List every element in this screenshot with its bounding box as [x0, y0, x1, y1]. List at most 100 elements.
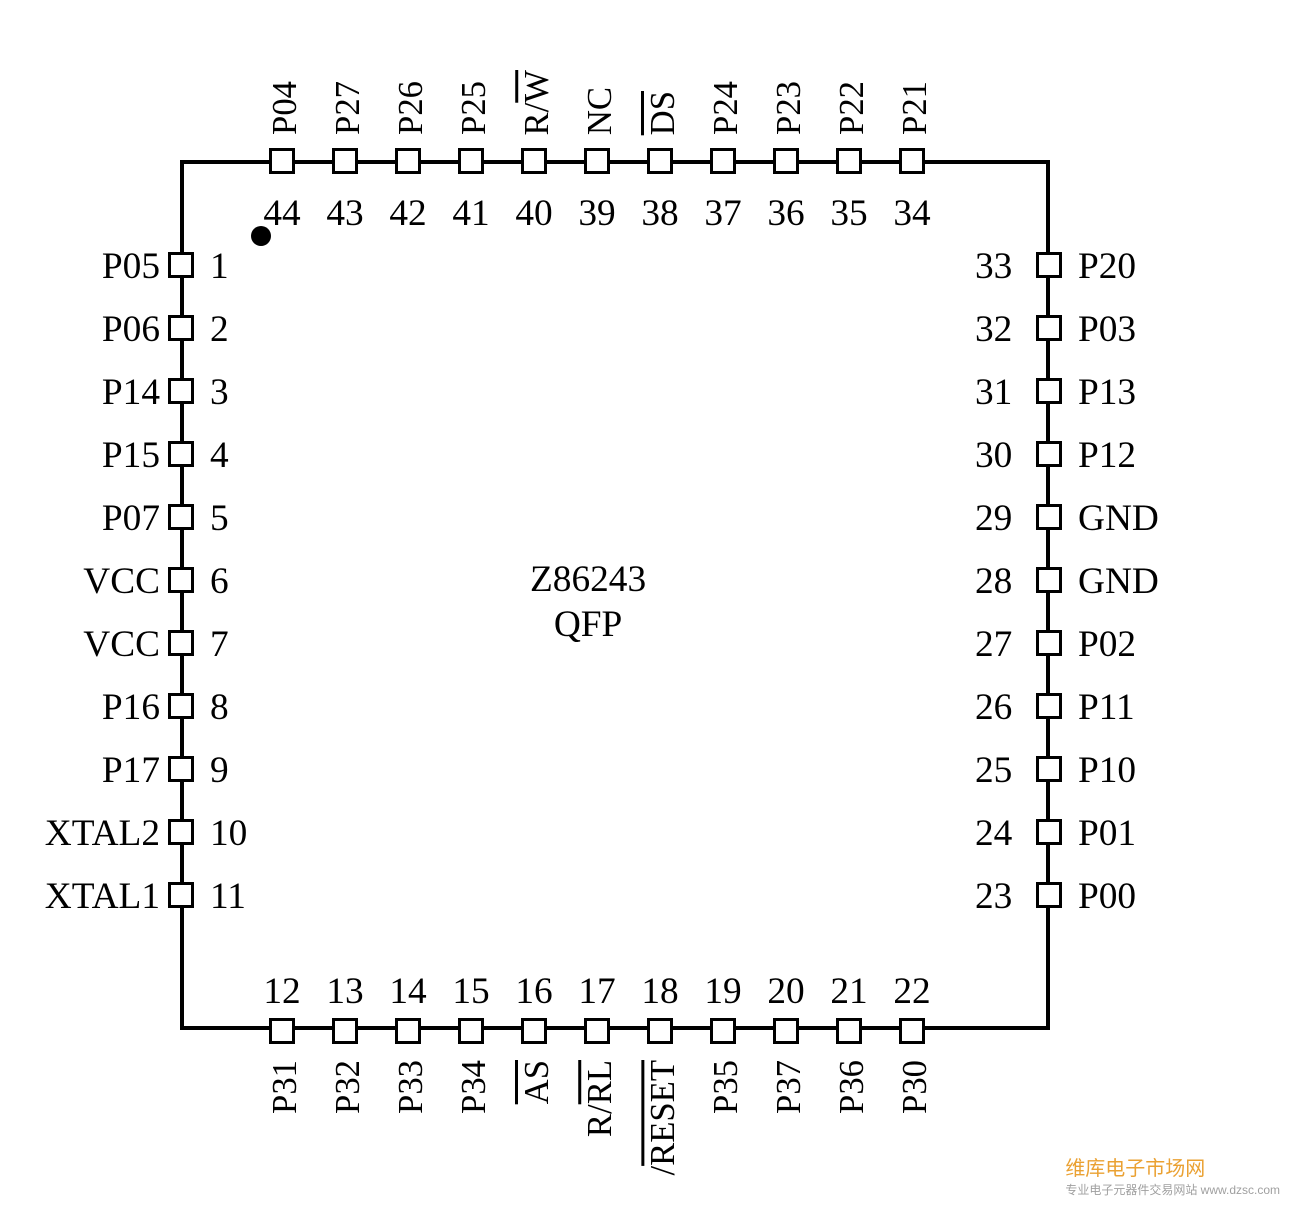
pin-label: GND: [1078, 560, 1159, 603]
pin-label: P05: [102, 245, 160, 288]
pin-number: 32: [975, 308, 1012, 351]
pin-label: P13: [1078, 371, 1136, 414]
pin-pad-29: [1036, 504, 1062, 530]
pin-pad-23: [1036, 882, 1062, 908]
pin-pad-31: [1036, 378, 1062, 404]
pin-label: P27: [329, 81, 368, 135]
pin-pad-25: [1036, 756, 1062, 782]
pin-pad-32: [1036, 315, 1062, 341]
pin-label: P00: [1078, 875, 1136, 918]
pin-pad-7: [168, 630, 194, 656]
pin-label: GND: [1078, 497, 1159, 540]
pin-pad-38: [647, 148, 673, 174]
pin-pad-10: [168, 819, 194, 845]
pin-label: VCC: [83, 623, 160, 666]
pin-number: 7: [210, 623, 229, 666]
pin-label: P21: [896, 81, 935, 135]
pin-label: P14: [102, 371, 160, 414]
pin-number: 1: [210, 245, 229, 288]
pin-number: 38: [638, 192, 682, 235]
pin-pad-22: [899, 1018, 925, 1044]
pin-number: 10: [210, 812, 247, 855]
pin-label: P12: [1078, 434, 1136, 477]
pin-pad-39: [584, 148, 610, 174]
pin-pad-42: [395, 148, 421, 174]
pin-pad-15: [458, 1018, 484, 1044]
pin-label: P34: [455, 1060, 494, 1114]
pin-number: 8: [210, 686, 229, 729]
pin-pad-9: [168, 756, 194, 782]
pin-label: NC: [581, 87, 620, 135]
pin-pad-43: [332, 148, 358, 174]
pin-pad-11: [168, 882, 194, 908]
pin-number: 21: [827, 970, 871, 1013]
pin-pad-35: [836, 148, 862, 174]
pin-pad-40: [521, 148, 547, 174]
pin-number: 13: [323, 970, 367, 1013]
pin-number: 41: [449, 192, 493, 235]
pin-number: 30: [975, 434, 1012, 477]
pin-label: P30: [896, 1060, 935, 1114]
pin-label: P35: [707, 1060, 746, 1114]
pin-pad-13: [332, 1018, 358, 1044]
pin-number: 11: [210, 875, 246, 918]
pin-number: 3: [210, 371, 229, 414]
pin-number: 28: [975, 560, 1012, 603]
pin-number: 34: [890, 192, 934, 235]
pin-label: P10: [1078, 749, 1136, 792]
pin-pad-34: [899, 148, 925, 174]
pin-pad-36: [773, 148, 799, 174]
pin-label: P03: [1078, 308, 1136, 351]
pin-number: 27: [975, 623, 1012, 666]
pin-pad-20: [773, 1018, 799, 1044]
pin-pad-8: [168, 693, 194, 719]
pin-number: 22: [890, 970, 934, 1013]
pin-pad-19: [710, 1018, 736, 1044]
pin-number: 26: [975, 686, 1012, 729]
pin-number: 20: [764, 970, 808, 1013]
pin-label: P31: [266, 1060, 305, 1114]
pin-label: P02: [1078, 623, 1136, 666]
watermark-brand: 维库电子市场网: [1065, 1158, 1205, 1180]
pin-number: 43: [323, 192, 367, 235]
pin-label: XTAL1: [45, 875, 160, 918]
pin-label: P16: [102, 686, 160, 729]
pin-label: DS: [644, 91, 683, 135]
pin-number: 5: [210, 497, 229, 540]
pin-label: /RESET: [644, 1060, 683, 1176]
pin-label: R/W: [518, 70, 557, 135]
pin-label: P01: [1078, 812, 1136, 855]
pin-label: P07: [102, 497, 160, 540]
pin-pad-17: [584, 1018, 610, 1044]
pin-label: VCC: [83, 560, 160, 603]
watermark-sub: 专业电子元器件交易网站 www.dzsc.com: [1065, 1181, 1280, 1198]
pin-pad-37: [710, 148, 736, 174]
pin-label: P11: [1078, 686, 1135, 729]
pin-label: P22: [833, 81, 872, 135]
pin-label: P20: [1078, 245, 1136, 288]
pin-number: 25: [975, 749, 1012, 792]
pin-number: 40: [512, 192, 556, 235]
pin-label: P17: [102, 749, 160, 792]
pin-pad-14: [395, 1018, 421, 1044]
pin-number: 16: [512, 970, 556, 1013]
pin-number: 19: [701, 970, 745, 1013]
pin-label: P32: [329, 1060, 368, 1114]
pin-label: P04: [266, 81, 305, 135]
pin-label: P26: [392, 81, 431, 135]
pin-label: XTAL2: [45, 812, 160, 855]
pin-pad-41: [458, 148, 484, 174]
pin-number: 29: [975, 497, 1012, 540]
pin-number: 18: [638, 970, 682, 1013]
package-type: QFP: [530, 603, 646, 648]
pin-label: R/RL: [581, 1060, 620, 1137]
pin-pad-26: [1036, 693, 1062, 719]
pin-pad-12: [269, 1018, 295, 1044]
pin-label: P37: [770, 1060, 809, 1114]
pin-label: P36: [833, 1060, 872, 1114]
pin-pad-6: [168, 567, 194, 593]
pin-pad-1: [168, 252, 194, 278]
pin-number: 44: [260, 192, 304, 235]
pin-pad-30: [1036, 441, 1062, 467]
pin-number: 42: [386, 192, 430, 235]
